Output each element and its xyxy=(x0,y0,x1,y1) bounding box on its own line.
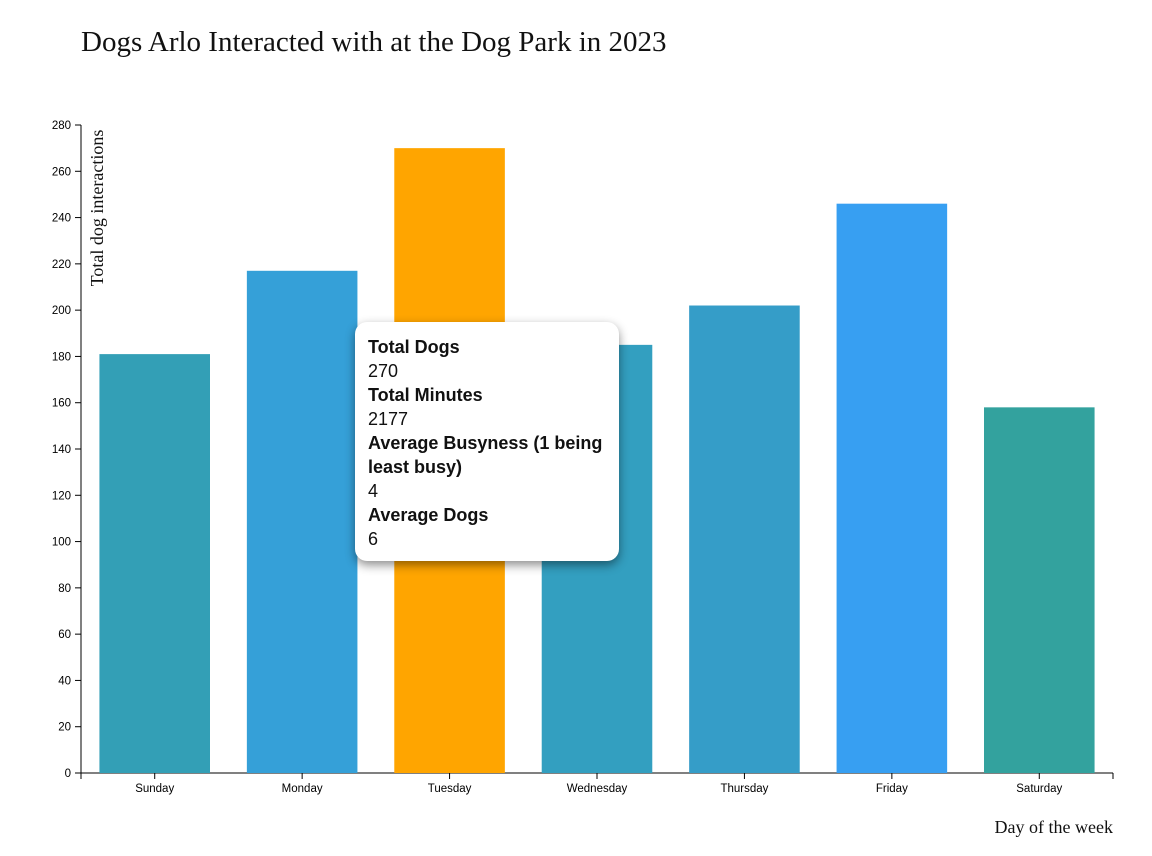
tooltip-total-dogs-value: 270 xyxy=(368,361,399,381)
x-axis: Sunday Monday Tuesday Wednesday Thursday Frid… xyxy=(80,772,1114,795)
tooltip-avg-busyness-value: 4 xyxy=(368,481,379,501)
y-tick-label: 180 xyxy=(52,351,71,363)
y-tick-label: 60 xyxy=(58,629,71,641)
tooltip-avg-busyness-label: Average Busyness (1 being least busy) xyxy=(368,433,603,477)
y-tick-label: 120 xyxy=(52,490,71,502)
bar-tooltip: Total Dogs 270 Total Minutes 2177 Averag… xyxy=(355,322,619,561)
tooltip-total-dogs-label: Total Dogs xyxy=(368,337,460,357)
y-axis: 0 20 40 60 80 100 120 140 160 180 200 220 240 260 280 xyxy=(52,120,82,780)
x-tick-label-tuesday: Tuesday xyxy=(428,783,472,795)
y-tick-label: 100 xyxy=(52,537,71,549)
y-tick-label: 80 xyxy=(58,583,71,595)
x-axis-title: Day of the week xyxy=(995,817,1113,837)
y-tick-label: 200 xyxy=(52,305,71,317)
y-tick-label: 0 xyxy=(65,768,71,780)
chart-title: Dogs Arlo Interacted with at the Dog Par… xyxy=(81,26,667,58)
y-tick-label: 240 xyxy=(52,213,71,225)
y-tick-label: 260 xyxy=(52,166,71,178)
tooltip-avg-dogs-label: Average Dogs xyxy=(368,505,489,525)
bar-friday[interactable] xyxy=(836,203,948,773)
y-tick-label: 280 xyxy=(52,120,71,132)
x-tick-label-monday: Monday xyxy=(282,783,323,795)
x-tick-label-sunday: Sunday xyxy=(135,783,174,795)
y-tick-label: 40 xyxy=(58,675,71,687)
x-tick-label-friday: Friday xyxy=(876,783,908,795)
y-tick-label: 140 xyxy=(52,444,71,456)
y-tick-label: 220 xyxy=(52,259,71,271)
bar-sunday[interactable] xyxy=(99,354,210,773)
x-tick-label-thursday: Thursday xyxy=(720,783,768,795)
tooltip-total-minutes-label: Total Minutes xyxy=(368,385,483,405)
y-tick-label: 160 xyxy=(52,398,71,410)
bar-monday[interactable] xyxy=(246,270,358,773)
x-tick-label-saturday: Saturday xyxy=(1016,783,1062,795)
bar-saturday[interactable] xyxy=(984,407,1095,773)
y-axis-title: Total dog interactions xyxy=(87,130,107,287)
tooltip-total-minutes-value: 2177 xyxy=(368,409,409,429)
tooltip-avg-dogs-value: 6 xyxy=(368,529,379,549)
y-tick-label: 20 xyxy=(58,722,71,734)
bar-thursday[interactable] xyxy=(689,305,800,773)
x-tick-label-wednesday: Wednesday xyxy=(567,783,628,795)
